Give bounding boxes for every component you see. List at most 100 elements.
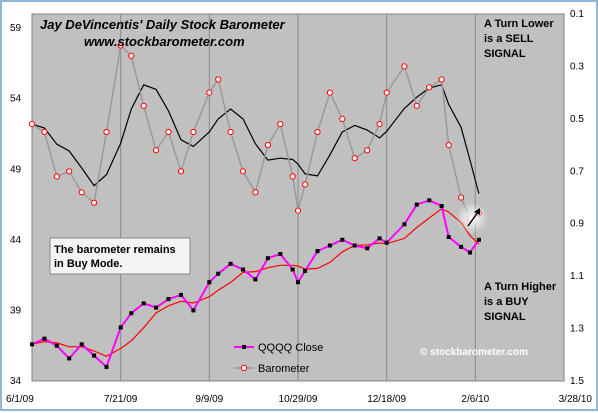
y-left-tick-label-5: 34 xyxy=(10,376,22,387)
chart-title: Jay DeVincentis' Daily Stock Barometer xyxy=(40,17,286,32)
barometer-point-22 xyxy=(294,207,302,214)
qqqq-point-27 xyxy=(352,243,357,248)
barometer-point-11 xyxy=(165,128,172,136)
qqqq-point-20 xyxy=(278,252,283,256)
qqqq-point-14 xyxy=(207,280,212,285)
barometer-point-9 xyxy=(140,102,147,109)
barometer-point-31 xyxy=(401,63,408,70)
barometer-point-3 xyxy=(66,168,73,175)
y-right-tick-label-0: 0.1 xyxy=(570,9,584,20)
sell-callout-line-2: is a SELL xyxy=(484,33,534,45)
turn-glow xyxy=(456,202,488,234)
x-tick-label-6: 3/28/10 xyxy=(559,394,593,405)
qqqq-point-22 xyxy=(296,280,300,285)
legend-qqqq-swatch-marker xyxy=(242,345,246,349)
legend: QQQQ Close Barometer xyxy=(234,342,323,375)
watermark: © stockbarometer.com xyxy=(420,347,528,358)
qqqq-point-3 xyxy=(67,356,72,361)
qqqq-point-11 xyxy=(166,297,171,302)
qqqq-point-31 xyxy=(402,222,407,227)
barometer-point-18 xyxy=(252,189,259,196)
y-left-tick-label-2: 49 xyxy=(10,164,22,175)
barometer-point-19 xyxy=(264,142,271,149)
barometer-point-27 xyxy=(351,155,358,162)
y-right-tick-labels: 0.1 0.3 0.5 0.7 0.9 1.1 1.3 1.5 xyxy=(570,9,584,387)
sell-callout: A Turn Lower is a SELL SIGNAL xyxy=(484,18,554,60)
barometer-point-32 xyxy=(413,102,420,109)
series-1-average-line xyxy=(31,84,480,194)
qqqq-point-4 xyxy=(79,342,84,347)
qqqq-point-35 xyxy=(446,235,451,239)
mode-note-line-1: The barometer remains xyxy=(54,244,176,256)
barometer-point-8 xyxy=(128,52,135,60)
qqqq-point-12 xyxy=(179,292,183,297)
qqqq-point-32 xyxy=(414,202,419,207)
sell-callout-line-1: A Turn Lower xyxy=(484,18,554,30)
barometer-point-29 xyxy=(376,121,383,128)
y-right-tick-label-1: 0.3 xyxy=(570,61,584,72)
x-tick-label-4: 12/18/09 xyxy=(367,394,406,405)
barometer-point-5 xyxy=(91,199,98,206)
chart-subtitle: www.stockbarometer.com xyxy=(84,34,245,49)
barometer-point-26 xyxy=(339,115,346,123)
buy-callout: A Turn Higher is a BUY SIGNAL xyxy=(484,281,557,323)
mode-note-line-2: in Buy Mode. xyxy=(54,258,122,270)
y-right-tick-label-6: 1.3 xyxy=(570,324,584,335)
qqqq-point-6 xyxy=(104,364,109,369)
barometer-point-28 xyxy=(364,147,371,154)
barometer-point-36 xyxy=(458,194,465,201)
qqqq-point-16 xyxy=(228,261,233,266)
barometer-point-34 xyxy=(438,76,445,83)
qqqq-point-24 xyxy=(315,249,320,254)
qqqq-point-0 xyxy=(30,342,34,347)
barometer-point-35 xyxy=(445,142,452,149)
qqqq-point-26 xyxy=(340,237,345,242)
legend-qqqq-label: QQQQ Close xyxy=(258,342,323,354)
qqqq-point-1 xyxy=(42,336,47,341)
qqqq-point-37 xyxy=(468,250,472,255)
barometer-point-25 xyxy=(326,89,333,96)
barometer-point-14 xyxy=(206,89,213,96)
turn-arrow-head xyxy=(474,208,480,215)
x-tick-label-0: 6/1/09 xyxy=(6,394,34,405)
qqqq-point-38 xyxy=(476,237,481,242)
buy-callout-line-1: A Turn Higher xyxy=(484,281,557,293)
x-tick-label-1: 7/21/09 xyxy=(104,394,138,405)
barometer-point-15 xyxy=(215,76,222,83)
barometer-point-20 xyxy=(277,121,284,128)
barometer-point-30 xyxy=(383,89,390,96)
y-left-tick-label-4: 39 xyxy=(10,305,22,316)
qqqq-point-13 xyxy=(191,308,196,313)
barometer-point-4 xyxy=(78,189,85,196)
x-tick-label-3: 10/29/09 xyxy=(279,394,318,405)
qqqq-point-19 xyxy=(265,256,270,261)
y-right-tick-label-2: 0.5 xyxy=(570,114,584,125)
qqqq-point-21 xyxy=(290,267,295,272)
y-right-tick-label-3: 0.7 xyxy=(570,166,584,177)
y-right-tick-label-7: 1.5 xyxy=(570,376,584,387)
y-right-tick-label-4: 0.9 xyxy=(570,219,584,230)
y-left-tick-label-3: 44 xyxy=(10,235,22,246)
qqqq-point-29 xyxy=(377,236,382,241)
qqqq-point-8 xyxy=(129,311,134,316)
barometer-point-33 xyxy=(426,84,433,91)
sell-callout-line-3: SIGNAL xyxy=(484,48,526,60)
y-right-tick-label-5: 1.1 xyxy=(570,271,584,282)
barometer-point-7 xyxy=(117,42,124,49)
barometer-point-1 xyxy=(41,128,48,136)
qqqq-point-17 xyxy=(241,267,245,272)
qqqq-point-30 xyxy=(384,240,389,245)
x-tick-labels: 6/1/09 7/21/09 9/9/09 10/29/09 12/18/09 2/6/1… xyxy=(6,394,592,405)
qqqq-point-18 xyxy=(253,277,258,282)
barometer-point-2 xyxy=(53,173,60,180)
barometer-point-16 xyxy=(227,128,234,136)
mode-note-box xyxy=(49,237,191,275)
qqqq-point-15 xyxy=(216,271,221,276)
barometer-point-10 xyxy=(153,147,160,154)
grid-lines xyxy=(120,14,476,381)
y-left-tick-labels: 59 54 49 44 39 34 xyxy=(10,23,22,387)
qqqq-point-28 xyxy=(365,246,370,251)
x-tick-label-2: 9/9/09 xyxy=(195,394,223,405)
